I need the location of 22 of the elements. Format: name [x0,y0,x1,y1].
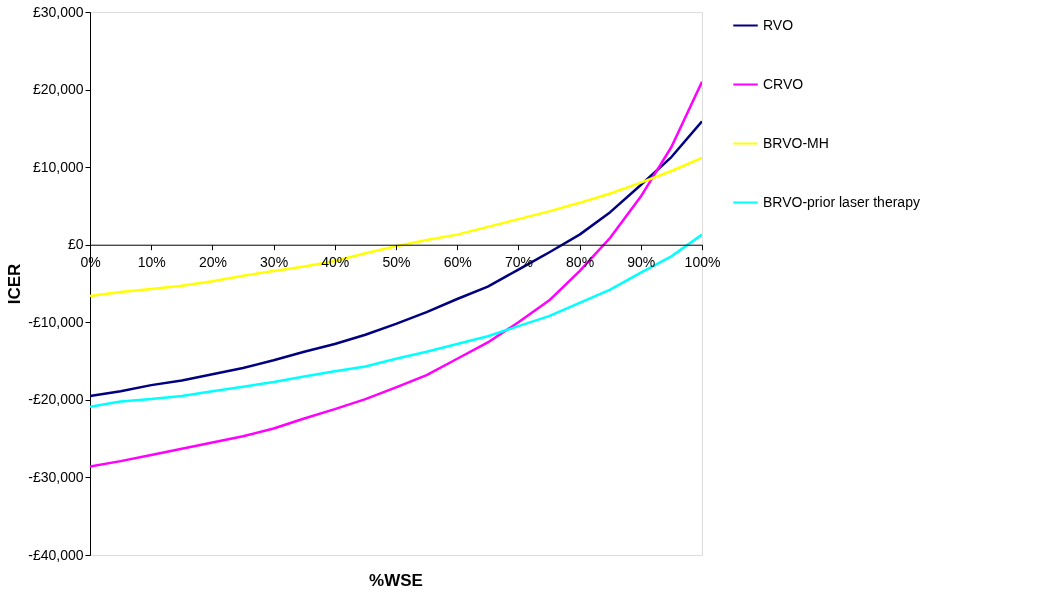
x-tick-label: 90% [627,254,656,271]
y-axis-title: ICER [5,263,25,305]
legend-label: CRVO [763,75,804,92]
y-tick-label: £30,000 [32,3,84,20]
y-tick-label: £0 [67,236,84,253]
y-tick-label: -£30,000 [28,468,84,485]
x-tick-label: 60% [443,254,472,271]
legend-label: BRVO-prior laser therapy [763,193,920,210]
y-tick-label: -£10,000 [28,313,84,330]
y-tick-label: £10,000 [32,158,84,175]
legend-label: BRVO-MH [763,134,829,151]
legend-label: RVO [763,16,794,33]
x-axis-title: %WSE [369,571,423,590]
x-tick-label: 70% [504,254,533,271]
x-tick-label: 10% [137,254,166,271]
y-tick-label: -£20,000 [28,391,84,408]
x-tick-label: 50% [382,254,411,271]
y-tick-label: -£40,000 [28,546,84,563]
x-tick-label: 20% [198,254,227,271]
x-tick-label: 30% [260,254,289,271]
x-tick-label: 100% [684,254,721,271]
y-tick-label: £20,000 [32,81,84,98]
